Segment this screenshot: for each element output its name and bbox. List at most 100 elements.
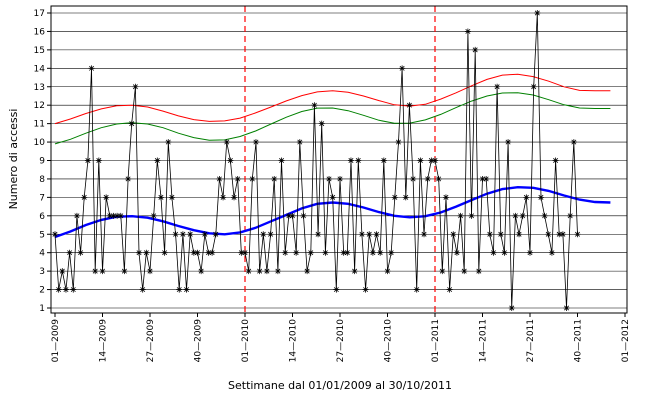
x-tick-label: 01—2011 [431,319,441,362]
data-point [59,268,66,275]
y-tick-label: 3 [39,267,45,277]
data-point [147,268,153,275]
data-point [421,231,428,238]
data-point [282,249,289,256]
data-point [293,249,300,256]
data-point [435,175,442,182]
data-point [179,231,186,238]
data-point [410,175,417,182]
data-point [88,65,95,72]
data-point [307,249,314,256]
data-point [117,212,124,219]
data-point [442,194,449,201]
data-point [95,157,102,164]
y-tick-label: 4 [39,249,45,259]
data-point [73,212,80,219]
data-point [428,157,435,164]
y-tick-label: 17 [34,9,45,19]
data-point [384,268,391,275]
data-point [315,231,322,238]
series-group [52,10,611,311]
data-point [541,212,548,219]
data-point [537,194,544,201]
smooth-line-2 [54,92,611,145]
data-point [347,157,354,164]
x-tick-label: 14—2009 [99,319,109,363]
data-point [245,268,252,275]
data-point [201,231,208,238]
y-axis-title: Numero di accessi [7,109,20,210]
x-tick-label: 27—2011 [526,319,536,362]
data-point [194,249,201,256]
data-point [527,249,533,256]
data-point [516,231,523,238]
x-tick-label: 40—2009 [194,319,204,363]
data-point [66,249,73,256]
y-tick-label: 13 [34,83,45,93]
data-point [260,231,267,238]
data-point [249,175,256,182]
data-point [369,249,376,256]
data-point [490,249,497,256]
data-point [391,194,398,201]
y-tick-label: 15 [34,46,45,56]
series-line-accessi [54,12,578,309]
data-point [475,268,482,275]
data-point [285,212,292,219]
data-point [355,157,362,164]
data-point [157,194,164,201]
data-point [172,231,179,238]
data-point [450,231,457,238]
data-point [567,212,574,219]
data-point [168,194,175,201]
data-point [530,83,537,90]
data-point [220,194,227,201]
data-point [406,102,413,109]
x-tick-label: 01—2009 [51,319,61,363]
data-point [559,231,566,238]
data-point [534,10,541,16]
data-point [205,249,212,256]
data-point [358,231,365,238]
x-axis: 01—2009 14—2009 27—2009 40—2009 01—2010 14—20… [51,313,631,362]
data-point [461,268,468,275]
data-point [238,249,245,256]
data-point [380,157,387,164]
data-point [234,175,241,182]
data-point [362,286,369,293]
data-point [373,231,380,238]
data-point [121,268,128,275]
data-point [552,157,559,164]
data-point [424,175,431,182]
data-point [545,231,552,238]
reference-lines [244,6,436,313]
data-point [198,268,205,275]
data-point [351,268,358,275]
data-point [333,286,340,293]
data-point [143,249,150,256]
data-point [318,120,325,127]
x-tick-label: 40—2010 [384,319,394,363]
y-tick-label: 12 [34,101,45,111]
data-point [227,157,234,164]
data-point [497,231,504,238]
data-point [337,175,343,182]
data-point [366,231,373,238]
data-point [242,249,248,256]
data-point [344,249,351,256]
data-point [84,157,91,164]
y-tick-label: 10 [34,138,46,148]
data-point [278,157,285,164]
y-tick-label: 14 [34,64,46,74]
y-tick-label: 16 [34,27,46,37]
data-point [574,231,581,238]
data-point [99,268,106,275]
data-point [136,249,143,256]
data-point [106,212,113,219]
x-tick-label: 01—2012 [621,319,631,362]
data-point [395,139,402,146]
data-point [125,175,132,182]
x-tick-label: 01—2010 [241,319,251,363]
data-point [77,249,84,256]
data-point [468,212,475,219]
